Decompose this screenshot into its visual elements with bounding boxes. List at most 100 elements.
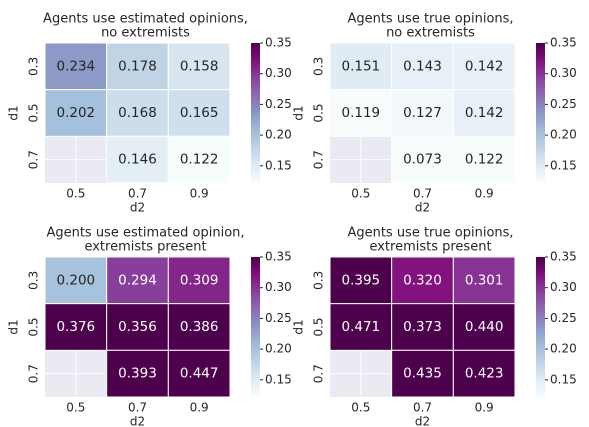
cell-label: 0.202 — [57, 105, 96, 121]
heatmap-cell — [391, 349, 454, 398]
chart-title: Agents use estimated opinions, — [43, 12, 248, 27]
y-tick-label: 0.5 — [312, 103, 326, 122]
cell-label: 0.178 — [118, 58, 157, 74]
heatmap-cell — [167, 303, 231, 351]
cell-label: 0.146 — [118, 152, 157, 168]
colorbar — [251, 43, 260, 183]
cell-label: 0.234 — [57, 58, 96, 74]
y-tick-label: 0.7 — [312, 364, 326, 383]
cell-label: 0.165 — [180, 105, 219, 121]
cell-label: 0.309 — [180, 272, 219, 288]
y-tick-label: 0.7 — [312, 150, 326, 169]
cell-label: 0.423 — [465, 366, 504, 382]
heatmap-cell — [452, 89, 516, 137]
x-tick-label: 0.7 — [128, 401, 147, 415]
heatmap-cell — [452, 349, 516, 398]
x-tick-label: 0.9 — [475, 187, 494, 201]
cell-label: 0.142 — [465, 105, 504, 121]
cell-label: 0.122 — [180, 152, 219, 168]
y-axis-label: d1 — [292, 319, 306, 334]
heatmap-cell — [167, 89, 231, 137]
x-axis-label: d2 — [130, 201, 145, 215]
chart-title: Agents use true opinions, — [347, 12, 513, 27]
chart-title: extremists present — [84, 240, 206, 255]
chart-title: no extremists — [386, 26, 475, 41]
cell-label: 0.447 — [180, 366, 219, 382]
colorbar-tick-label: 0.25 — [550, 311, 577, 325]
colorbar-tick-label: 0.25 — [550, 97, 577, 111]
heatmap-cell — [167, 42, 231, 91]
cell-label: 0.395 — [342, 272, 381, 288]
colorbar-tick-label: 0.25 — [265, 97, 292, 111]
heatmap-cell — [167, 256, 231, 305]
colorbar-tick-label: 0.35 — [550, 36, 577, 50]
colorbar — [251, 257, 260, 397]
x-tick-label: 0.7 — [128, 187, 147, 201]
cell-label: 0.200 — [57, 272, 96, 288]
cell-label: 0.393 — [118, 366, 157, 382]
heatmap-cell — [452, 135, 516, 184]
cell-label: 0.158 — [180, 58, 219, 74]
cell-label: 0.376 — [57, 319, 96, 335]
colorbar-tick-label: 0.35 — [265, 36, 292, 50]
x-tick-label: 0.5 — [66, 187, 85, 201]
heatmap-cell — [167, 349, 231, 398]
y-tick-label: 0.5 — [27, 317, 41, 336]
cell-label: 0.373 — [403, 319, 442, 335]
cell-label: 0.142 — [465, 58, 504, 74]
cell-label: 0.320 — [403, 272, 442, 288]
cell-label: 0.168 — [118, 105, 157, 121]
heatmap-cell — [329, 42, 393, 91]
x-tick-label: 0.5 — [351, 401, 370, 415]
colorbar-tick-label: 0.35 — [550, 250, 577, 264]
y-tick-label: 0.3 — [27, 271, 41, 290]
heatmap-cell — [106, 135, 169, 184]
y-tick-label: 0.5 — [312, 317, 326, 336]
chart-title: no extremists — [101, 26, 190, 41]
heatmap-cell — [106, 303, 169, 351]
heatmap-cell — [44, 256, 108, 305]
colorbar-tick-label: 0.30 — [265, 66, 292, 80]
y-tick-label: 0.3 — [312, 57, 326, 76]
x-tick-label: 0.5 — [351, 187, 370, 201]
heatmap-cell — [167, 135, 231, 184]
heatmap-cell — [391, 135, 454, 184]
colorbar-tick-label: 0.15 — [550, 372, 577, 386]
cell-label: 0.356 — [118, 319, 157, 335]
heatmap-cell — [452, 303, 516, 351]
colorbar-tick-label: 0.15 — [550, 158, 577, 172]
cell-label: 0.073 — [403, 152, 442, 168]
heatmap-cell — [44, 42, 108, 91]
cell-label: 0.294 — [118, 272, 157, 288]
cell-label: 0.471 — [342, 319, 381, 335]
colorbar-tick-label: 0.20 — [265, 342, 292, 356]
y-axis-label: d1 — [7, 319, 21, 334]
y-tick-label: 0.5 — [27, 103, 41, 122]
chart-title: Agents use true opinions, — [347, 226, 513, 241]
colorbar-tick-label: 0.25 — [265, 311, 292, 325]
heatmap-cell — [106, 89, 169, 137]
colorbar-tick-label: 0.15 — [265, 372, 292, 386]
cell-label: 0.143 — [403, 58, 442, 74]
cell-label: 0.435 — [403, 366, 442, 382]
cell-label: 0.119 — [342, 105, 381, 121]
x-axis-label: d2 — [415, 201, 430, 215]
y-tick-label: 0.7 — [27, 364, 41, 383]
cell-label: 0.127 — [403, 105, 442, 121]
heatmap-cell — [452, 256, 516, 305]
heatmap-cell — [329, 256, 393, 305]
chart-title: Agents use estimated opinion, — [46, 226, 244, 241]
x-tick-label: 0.7 — [413, 187, 432, 201]
colorbar-tick-label: 0.35 — [265, 250, 292, 264]
colorbar — [536, 257, 545, 397]
x-tick-label: 0.5 — [66, 401, 85, 415]
y-tick-label: 0.3 — [312, 271, 326, 290]
colorbar — [536, 43, 545, 183]
heatmap-cell — [329, 89, 393, 137]
cell-label: 0.386 — [180, 319, 219, 335]
colorbar-tick-label: 0.20 — [265, 128, 292, 142]
cell-label: 0.301 — [465, 272, 504, 288]
x-tick-label: 0.7 — [413, 401, 432, 415]
y-tick-label: 0.7 — [27, 150, 41, 169]
x-tick-label: 0.9 — [475, 401, 494, 415]
